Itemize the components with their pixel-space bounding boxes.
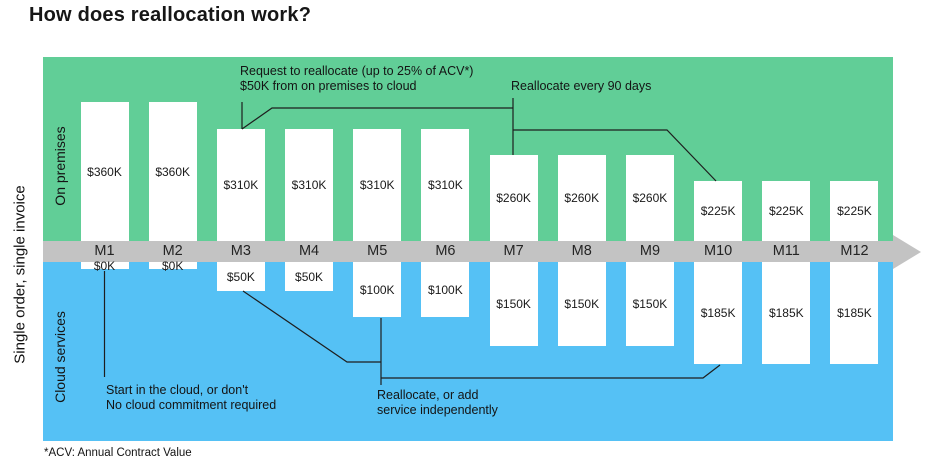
cloud-bar-M6: $100K	[421, 262, 470, 317]
month-label-M10: M10	[704, 243, 733, 259]
on-premises-value: $310K	[359, 178, 395, 192]
on-premises-bar-M6: $310K	[421, 129, 470, 241]
footnote-acv: *ACV: Annual Contract Value	[44, 447, 192, 459]
cloud-bar-M3: $50K	[216, 262, 265, 291]
axis-label-on-premises: On premises	[52, 126, 68, 206]
on-premises-bar-M8: $260K	[557, 155, 606, 241]
axis-label-single-order: Single order, single invoice	[11, 185, 29, 364]
timeline-arrow-icon	[893, 235, 921, 269]
on-premises-bar-M4: $310K	[285, 129, 334, 241]
on-premises-value: $260K	[496, 191, 531, 205]
annotation-request-reallocate: Request to reallocate (up to 25% of ACV*…	[240, 64, 474, 93]
cloud-value: $150K	[496, 297, 531, 311]
cloud-value: $185K	[768, 306, 804, 320]
annotation-start-in-cloud: Start in the cloud, or don't No cloud co…	[106, 383, 277, 412]
on-premises-bar-M2: $360K	[148, 102, 197, 241]
cloud-bar-M11: $185K	[762, 262, 811, 364]
month-label-M6: M6	[435, 243, 456, 259]
month-label-M2: M2	[162, 243, 183, 259]
on-premises-value: $260K	[632, 191, 668, 205]
cloud-value: $0K	[161, 258, 184, 273]
cloud-value: $150K	[632, 297, 668, 311]
cloud-value: $185K	[837, 306, 872, 320]
page-title: How does reallocation work?	[29, 4, 312, 26]
timeline-band	[43, 241, 893, 262]
cloud-bar-M5: $100K	[353, 262, 402, 317]
month-label-M12: M12	[840, 243, 869, 259]
cloud-bar-M12: $185K	[830, 262, 879, 364]
cloud-bar-M8: $150K	[557, 262, 606, 346]
cloud-bar-M10: $185K	[694, 262, 743, 364]
cloud-bar-M7: $150K	[489, 262, 538, 346]
month-label-M9: M9	[639, 243, 661, 259]
on-premises-bar-M10: $225K	[694, 181, 743, 241]
on-premises-value: $225K	[700, 204, 736, 218]
on-premises-value: $310K	[223, 178, 259, 192]
month-label-M4: M4	[298, 243, 320, 259]
cloud-value: $50K	[295, 269, 324, 284]
on-premises-bar-M5: $310K	[353, 129, 402, 241]
on-premises-value: $225K	[837, 204, 872, 218]
annotation-reallocate-or-add: Reallocate, or add service independently	[377, 388, 498, 417]
on-premises-value: $260K	[564, 191, 600, 205]
cloud-value: $150K	[564, 297, 600, 311]
on-premises-value: $225K	[768, 204, 804, 218]
on-premises-value: $310K	[291, 178, 327, 192]
on-premises-bar-M3: $310K	[216, 129, 265, 241]
month-label-M3: M3	[230, 243, 251, 259]
cloud-value: $50K	[226, 269, 255, 284]
on-premises-bar-M1: $360K	[80, 102, 129, 241]
cloud-bar-M4: $50K	[285, 262, 334, 291]
cloud-value: $0K	[93, 258, 116, 273]
cloud-value: $100K	[428, 282, 463, 297]
on-premises-bar-M9: $260K	[625, 155, 674, 241]
on-premises-value: $360K	[87, 164, 122, 179]
month-label-M5: M5	[367, 243, 388, 259]
axis-label-cloud-services: Cloud services	[52, 311, 68, 403]
cloud-value: $100K	[359, 282, 395, 297]
cloud-value: $185K	[700, 306, 736, 320]
cloud-bar-M1: $0K	[80, 258, 129, 273]
month-label-M11: M11	[772, 243, 800, 259]
month-label-M1: M1	[94, 243, 115, 259]
cloud-bar-M9: $150K	[625, 262, 674, 346]
on-premises-bar-M12: $225K	[830, 181, 879, 241]
annotation-reallocate-every-90-days: Reallocate every 90 days	[511, 79, 652, 93]
month-label-M8: M8	[571, 243, 592, 259]
on-premises-value: $310K	[428, 178, 463, 192]
on-premises-bar-M7: $260K	[489, 155, 538, 241]
on-premises-value: $360K	[155, 164, 191, 179]
on-premises-bar-M11: $225K	[762, 181, 811, 241]
cloud-bar-M2: $0K	[148, 258, 197, 273]
month-label-M7: M7	[503, 243, 524, 259]
